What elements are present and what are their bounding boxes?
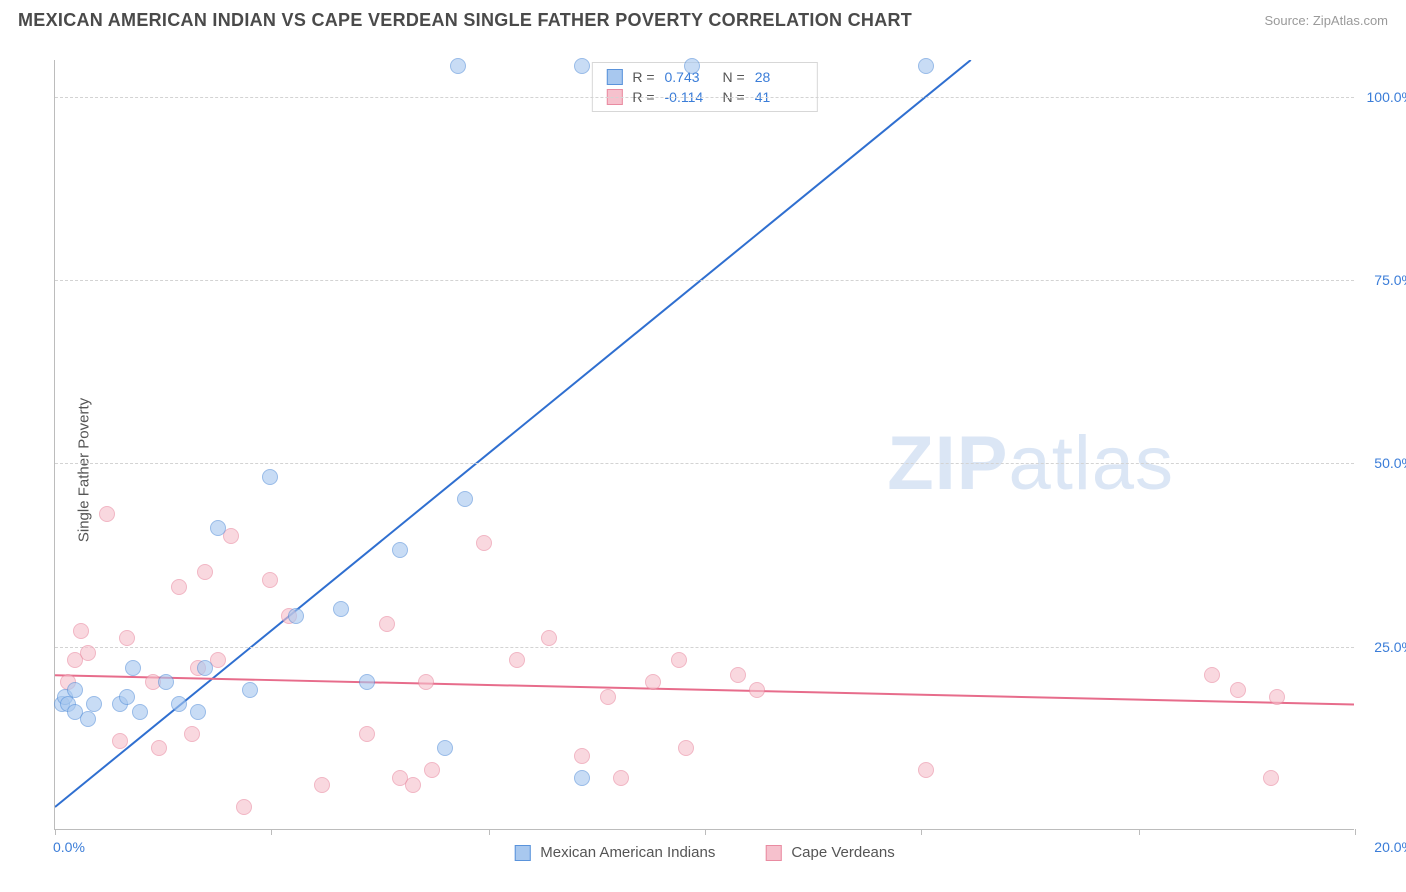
data-point xyxy=(197,660,213,676)
data-point xyxy=(359,726,375,742)
data-point xyxy=(151,740,167,756)
data-point xyxy=(1204,667,1220,683)
stat-r-label: R = xyxy=(632,69,654,85)
data-point xyxy=(314,777,330,793)
trend-line xyxy=(55,60,971,807)
data-point xyxy=(600,689,616,705)
data-point xyxy=(918,58,934,74)
stat-n-value-blue: 28 xyxy=(755,69,803,85)
x-tick xyxy=(271,829,272,835)
data-point xyxy=(210,520,226,536)
data-point xyxy=(359,674,375,690)
data-point xyxy=(613,770,629,786)
legend-item-pink: Cape Verdeans xyxy=(765,844,894,861)
data-point xyxy=(80,711,96,727)
y-tick-label: 25.0% xyxy=(1374,639,1406,655)
x-tick xyxy=(921,829,922,835)
data-point xyxy=(132,704,148,720)
data-point xyxy=(574,748,590,764)
data-point xyxy=(288,608,304,624)
stat-n-label: N = xyxy=(723,69,745,85)
source-attribution: Source: ZipAtlas.com xyxy=(1264,13,1388,28)
x-tick xyxy=(489,829,490,835)
x-tick xyxy=(1139,829,1140,835)
gridline xyxy=(55,280,1354,281)
data-point xyxy=(1269,689,1285,705)
chart-title: MEXICAN AMERICAN INDIAN VS CAPE VERDEAN … xyxy=(18,10,912,31)
data-point xyxy=(158,674,174,690)
legend-swatch-blue xyxy=(514,845,530,861)
y-tick-label: 50.0% xyxy=(1374,455,1406,471)
legend-item-blue: Mexican American Indians xyxy=(514,844,715,861)
bottom-legend: Mexican American Indians Cape Verdeans xyxy=(514,844,895,861)
data-point xyxy=(119,630,135,646)
x-axis-min-label: 0.0% xyxy=(53,839,85,855)
data-point xyxy=(333,601,349,617)
trend-lines xyxy=(55,60,1354,829)
data-point xyxy=(99,506,115,522)
data-point xyxy=(262,572,278,588)
data-point xyxy=(450,58,466,74)
data-point xyxy=(684,58,700,74)
data-point xyxy=(80,645,96,661)
gridline xyxy=(55,97,1354,98)
gridline xyxy=(55,647,1354,648)
data-point xyxy=(171,696,187,712)
data-point xyxy=(171,579,187,595)
data-point xyxy=(405,777,421,793)
data-point xyxy=(418,674,434,690)
data-point xyxy=(262,469,278,485)
data-point xyxy=(749,682,765,698)
data-point xyxy=(112,733,128,749)
gridline xyxy=(55,463,1354,464)
legend-swatch-blue xyxy=(606,69,622,85)
data-point xyxy=(918,762,934,778)
data-point xyxy=(457,491,473,507)
data-point xyxy=(509,652,525,668)
data-point xyxy=(424,762,440,778)
data-point xyxy=(125,660,141,676)
data-point xyxy=(574,58,590,74)
data-point xyxy=(67,682,83,698)
data-point xyxy=(392,542,408,558)
stats-row-blue: R = 0.743 N = 28 xyxy=(606,67,802,87)
x-tick xyxy=(55,829,56,835)
legend-label-pink: Cape Verdeans xyxy=(791,844,894,861)
data-point xyxy=(541,630,557,646)
y-tick-label: 75.0% xyxy=(1374,272,1406,288)
legend-label-blue: Mexican American Indians xyxy=(540,844,715,861)
y-tick-label: 100.0% xyxy=(1367,89,1406,105)
data-point xyxy=(379,616,395,632)
data-point xyxy=(119,689,135,705)
data-point xyxy=(73,623,89,639)
data-point xyxy=(184,726,200,742)
data-point xyxy=(236,799,252,815)
x-axis-max-label: 20.0% xyxy=(1374,839,1406,855)
data-point xyxy=(678,740,694,756)
data-point xyxy=(645,674,661,690)
data-point xyxy=(437,740,453,756)
x-tick xyxy=(1355,829,1356,835)
legend-swatch-pink xyxy=(765,845,781,861)
data-point xyxy=(671,652,687,668)
stats-box: R = 0.743 N = 28 R = -0.114 N = 41 xyxy=(591,62,817,112)
data-point xyxy=(1263,770,1279,786)
chart-container: Single Father Poverty ZIPatlas R = 0.743… xyxy=(54,60,1384,880)
x-tick xyxy=(705,829,706,835)
plot-area: ZIPatlas R = 0.743 N = 28 R = -0.114 N =… xyxy=(54,60,1354,830)
data-point xyxy=(242,682,258,698)
data-point xyxy=(1230,682,1246,698)
data-point xyxy=(197,564,213,580)
data-point xyxy=(86,696,102,712)
data-point xyxy=(730,667,746,683)
data-point xyxy=(574,770,590,786)
data-point xyxy=(190,704,206,720)
data-point xyxy=(476,535,492,551)
